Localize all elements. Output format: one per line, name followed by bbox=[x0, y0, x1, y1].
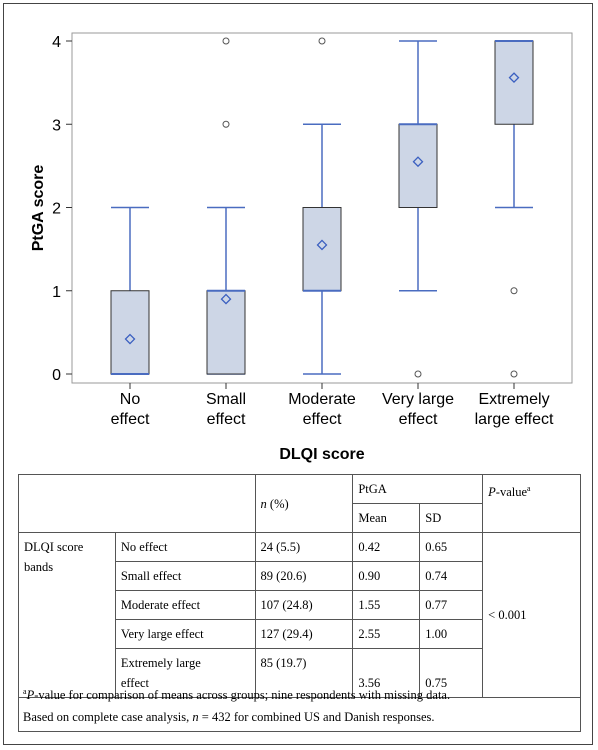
table-row: Moderate effect 107 (24.8) 1.55 0.77 bbox=[19, 590, 581, 620]
y-axis-ticks: 0 1 2 3 4 bbox=[52, 34, 72, 384]
footnote-sample: Based on complete case analysis, n = 432… bbox=[23, 710, 435, 724]
sd-cell: 0.75 bbox=[419, 648, 484, 698]
n-cell: 89 (20.6) bbox=[254, 561, 354, 591]
header-pvalue: P-valuea bbox=[482, 474, 581, 533]
header-n: n (%) bbox=[254, 474, 354, 533]
outlier-point bbox=[510, 370, 518, 378]
boxplot-chart: 0 1 2 3 4 No effect Small effect Moderate effect V… bbox=[30, 32, 573, 463]
x-tick-label: effect bbox=[207, 411, 246, 428]
mean-cell: 0.42 bbox=[352, 532, 421, 562]
pvalue-cell: < 0.001 bbox=[482, 532, 581, 698]
y-tick-label: 2 bbox=[52, 201, 61, 218]
y-axis-title: PtGA score bbox=[30, 165, 47, 252]
mean-marker bbox=[316, 239, 328, 251]
band-cell: Small effect bbox=[114, 561, 256, 591]
footnote-pvalue: aP-value for comparison of means across … bbox=[23, 687, 451, 703]
y-tick-label: 3 bbox=[52, 117, 61, 134]
box-iqr bbox=[206, 290, 246, 375]
band-cell: Very large effect bbox=[114, 619, 256, 649]
sd-cell: 0.77 bbox=[419, 590, 484, 620]
x-tick-label: Small bbox=[206, 391, 246, 408]
table-row: Small effect 89 (20.6) 0.90 0.74 bbox=[19, 561, 581, 591]
x-tick-label: effect bbox=[111, 411, 150, 428]
x-tick-label: Extremely bbox=[478, 391, 549, 408]
y-tick-label: 0 bbox=[52, 367, 61, 384]
table-row: Very large effect 127 (29.4) 2.55 1.00 bbox=[19, 619, 581, 649]
band-cell: No effect bbox=[114, 532, 256, 562]
header-sd: SD bbox=[419, 503, 484, 533]
table-subheader-row: Mean SD bbox=[19, 503, 581, 533]
n-cell: 107 (24.8) bbox=[254, 590, 354, 620]
outlier-point bbox=[510, 287, 518, 295]
summary-table: n (%) PtGA P-valuea Mean SD DLQI score b… bbox=[18, 474, 581, 698]
x-tick-label: large effect bbox=[475, 411, 554, 428]
n-cell: 127 (29.4) bbox=[254, 619, 354, 649]
n-cell: 24 (5.5) bbox=[254, 532, 354, 562]
outlier-point bbox=[318, 37, 326, 45]
x-tick-label: Very large bbox=[382, 391, 454, 408]
table-header-row: n (%) PtGA P-valuea bbox=[18, 474, 581, 533]
header-empty-cell bbox=[18, 474, 256, 533]
mean-cell: 1.55 bbox=[352, 590, 421, 620]
x-axis-title: DLQI score bbox=[279, 446, 364, 463]
mean-marker bbox=[508, 72, 520, 84]
mean-marker bbox=[412, 156, 424, 168]
n-cell: 85 (19.7) bbox=[254, 648, 354, 698]
x-tick-label: No bbox=[120, 391, 141, 408]
box-iqr bbox=[110, 290, 150, 375]
group-label: DLQI score bands bbox=[18, 532, 116, 698]
outlier-point bbox=[222, 120, 230, 128]
mean-marker bbox=[220, 293, 232, 305]
mean-cell: 2.55 bbox=[352, 619, 421, 649]
sd-cell: 0.74 bbox=[419, 561, 484, 591]
x-tick-label: effect bbox=[303, 411, 342, 428]
outlier-point bbox=[414, 370, 422, 378]
y-tick-label: 1 bbox=[52, 284, 61, 301]
x-tick-label: Moderate bbox=[288, 391, 356, 408]
band-cell: Moderate effect bbox=[114, 590, 256, 620]
outlier-point bbox=[222, 37, 230, 45]
footnote-box bbox=[18, 682, 581, 732]
table-row: Extremely large effect 85 (19.7) 3.56 0.… bbox=[19, 648, 581, 698]
table-row: DLQI score bands No effect 24 (5.5) 0.42… bbox=[18, 532, 581, 698]
mean-cell: 0.90 bbox=[352, 561, 421, 591]
sd-cell: 1.00 bbox=[419, 619, 484, 649]
band-cell: Extremely large effect bbox=[114, 648, 256, 698]
sd-cell: 0.65 bbox=[419, 532, 484, 562]
box-series bbox=[110, 37, 534, 378]
header-mean: Mean bbox=[352, 503, 421, 533]
x-axis-ticks: No effect Small effect Moderate effect Very la… bbox=[111, 383, 554, 428]
x-tick-label: effect bbox=[399, 411, 438, 428]
y-tick-label: 4 bbox=[52, 34, 61, 51]
header-ptga: PtGA bbox=[352, 474, 484, 504]
mean-cell: 3.56 bbox=[352, 648, 421, 698]
mean-marker bbox=[124, 333, 136, 345]
